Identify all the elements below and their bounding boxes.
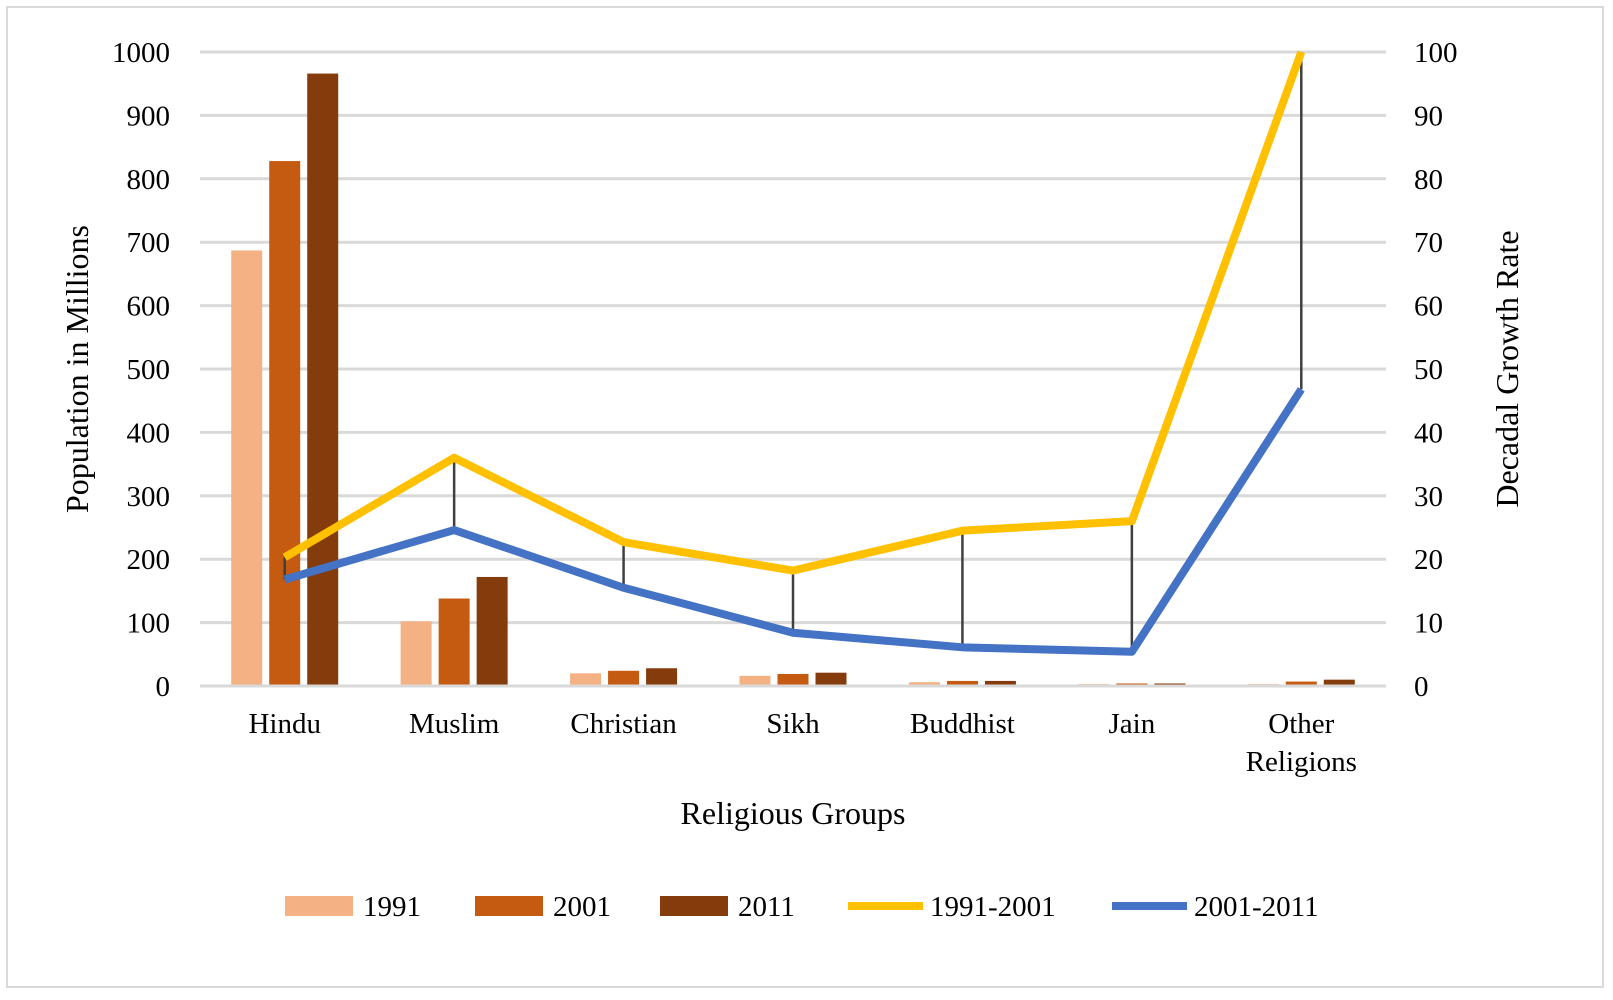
legend-label: 2001: [553, 891, 611, 923]
legend-label: 1991: [363, 891, 421, 923]
y2-axis-title: Decadal Growth Rate: [1489, 230, 1525, 507]
y2-tick-label: 20: [1414, 544, 1443, 576]
legend-swatch-1991: [285, 896, 353, 916]
y-tick-label: 1000: [112, 37, 170, 69]
legend-label: 1991-2001: [930, 891, 1056, 923]
y2-tick-label: 10: [1414, 608, 1443, 640]
y2-tick-label: 90: [1414, 100, 1443, 132]
y-tick-label: 800: [127, 164, 171, 196]
bar-2001-sikh: [777, 673, 809, 686]
y2-tick-label: 50: [1414, 354, 1443, 386]
legend-swatch-2001: [475, 896, 543, 916]
line-series-1991-2001: [282, 50, 1306, 575]
y-tick-label: 400: [127, 417, 171, 449]
chart-frame: [6, 6, 1604, 988]
bar-1991-sikh: [739, 675, 771, 686]
x-axis-title: Religious Groups: [681, 795, 906, 831]
legend-label: 2011: [738, 891, 795, 923]
bar-2001-muslim: [438, 598, 470, 686]
line-series-2001-2011: [283, 387, 1305, 656]
y2-tick-label: 30: [1414, 481, 1443, 513]
bar-1991-hindu: [231, 250, 263, 686]
legend-label: 2001-2011: [1194, 891, 1319, 923]
x-tick-label: Christian: [570, 708, 677, 740]
x-tick-label: Hindu: [248, 708, 321, 740]
y2-tick-label: 0: [1414, 671, 1429, 703]
x-tick-label: Buddhist: [910, 708, 1015, 740]
y2-tick-label: 40: [1414, 417, 1443, 449]
y2-tick-label: 70: [1414, 227, 1443, 259]
bar-2001-hindu: [269, 161, 301, 687]
y-tick-label: 0: [156, 671, 171, 703]
bar-2011-hindu: [307, 73, 339, 686]
y-tick-label: 200: [127, 544, 171, 576]
y2-tick-label: 100: [1414, 37, 1458, 69]
x-tick-label: Other Religions: [1246, 708, 1357, 778]
bar-1991-muslim: [400, 621, 432, 686]
bar-2011-sikh: [815, 672, 847, 686]
y2-tick-label: 80: [1414, 164, 1443, 196]
y-tick-label: 300: [127, 481, 171, 513]
y-tick-label: 700: [127, 227, 171, 259]
x-tick-label: Jain: [1108, 708, 1155, 740]
bar-2001-christian: [608, 670, 640, 686]
y-tick-label: 500: [127, 354, 171, 386]
y-tick-label: 600: [127, 291, 171, 323]
y-tick-label: 100: [127, 608, 171, 640]
bar-2011-christian: [646, 668, 678, 686]
bar-2011-buddhist: [984, 680, 1016, 686]
bar-2011-other-religions: [1323, 679, 1355, 686]
bar-1991-christian: [570, 673, 602, 686]
x-tick-label: Sikh: [766, 708, 820, 740]
y-axis-title: Population in Millions: [59, 225, 95, 513]
bar-1991-buddhist: [908, 682, 940, 686]
bar-2011-muslim: [476, 576, 508, 686]
y-tick-label: 900: [127, 100, 171, 132]
legend-swatch-2011: [660, 896, 728, 916]
y2-tick-label: 60: [1414, 291, 1443, 323]
bar-2001-buddhist: [946, 680, 978, 686]
x-tick-label: Muslim: [409, 708, 500, 740]
bar-2001-other-religions: [1285, 681, 1317, 686]
